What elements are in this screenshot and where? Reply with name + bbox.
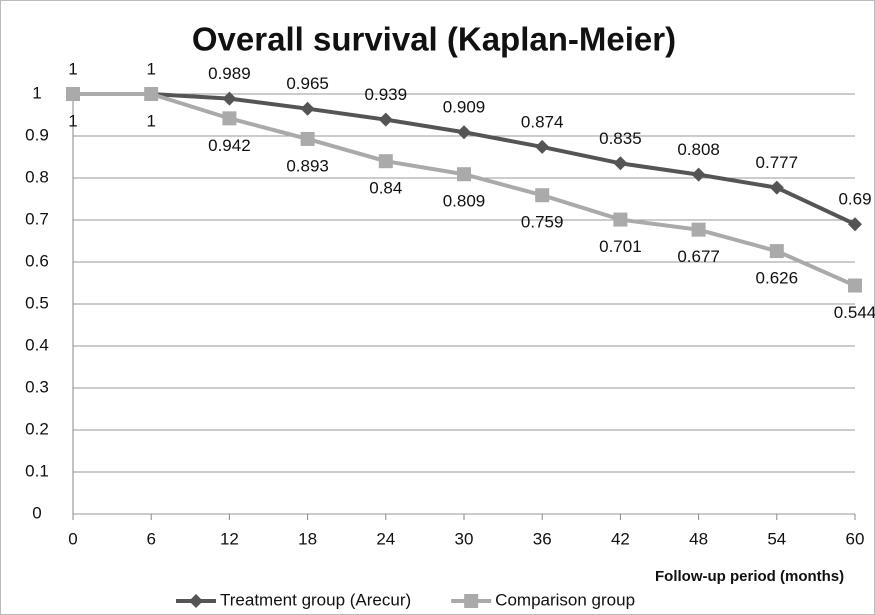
data-point: [222, 111, 237, 126]
data-point: [457, 167, 471, 182]
data-point: [691, 222, 706, 237]
data-point: [769, 244, 784, 259]
data-label: 1: [68, 59, 77, 78]
legend-label: Treatment group (Arecur): [220, 590, 411, 609]
data-label: 0.809: [443, 192, 486, 211]
legend-marker: [464, 594, 479, 608]
x-tick-label: 48: [689, 529, 708, 548]
x-tick-label: 24: [376, 529, 395, 548]
data-label: 0.677: [677, 247, 720, 266]
legend-label: Comparison group: [495, 590, 635, 609]
data-label: 0.69: [838, 190, 871, 209]
data-point: [613, 212, 628, 227]
data-point: [222, 91, 237, 106]
x-tick-label: 6: [146, 529, 155, 548]
data-point: [769, 180, 784, 195]
data-point: [378, 154, 393, 169]
data-label: 0.942: [208, 136, 251, 155]
x-tick-label: 54: [767, 529, 786, 548]
data-point: [66, 87, 80, 101]
data-label: 0.544: [834, 303, 875, 322]
x-tick-label: 12: [220, 529, 239, 548]
data-label: 0.84: [369, 179, 402, 198]
x-tick-label: 0: [68, 529, 77, 548]
legend-marker: [189, 594, 203, 608]
y-tick-label: 0.7: [25, 209, 49, 228]
data-label: 0.989: [208, 64, 251, 83]
data-label: 1: [146, 59, 155, 78]
data-point: [535, 139, 550, 154]
data-label: 1: [146, 111, 155, 130]
data-point: [848, 217, 862, 232]
y-tick-label: 0.5: [25, 293, 49, 312]
y-tick-label: 0.8: [25, 167, 49, 186]
x-tick-label: 60: [846, 529, 865, 548]
data-point: [378, 112, 393, 127]
data-point: [848, 278, 862, 293]
y-tick-label: 0.1: [25, 461, 49, 480]
data-label: 1: [68, 111, 77, 130]
x-tick-label: 42: [611, 529, 630, 548]
x-tick-label: 30: [455, 529, 474, 548]
x-tick-label: 36: [533, 529, 552, 548]
x-axis-label: Follow-up period (months): [655, 568, 844, 585]
data-label: 0.777: [756, 153, 799, 172]
y-tick-label: 0: [32, 503, 41, 522]
data-label: 0.939: [365, 85, 408, 104]
data-point: [613, 156, 628, 171]
data-label: 0.701: [599, 237, 642, 256]
y-tick-label: 0.9: [25, 125, 49, 144]
data-point: [535, 188, 550, 203]
data-label: 0.874: [521, 112, 564, 131]
data-point: [300, 101, 315, 116]
y-tick-label: 0.2: [25, 419, 49, 438]
data-point: [300, 131, 315, 146]
data-label: 0.965: [286, 74, 329, 93]
y-tick-label: 0.3: [25, 377, 49, 396]
chart-title: Overall survival (Kaplan-Meier): [192, 21, 676, 58]
data-label: 0.835: [599, 129, 642, 148]
data-label: 0.759: [521, 213, 564, 232]
data-point: [457, 125, 471, 140]
data-point: [144, 87, 159, 101]
data-label: 0.808: [677, 140, 720, 159]
y-tick-label: 0.4: [25, 335, 49, 354]
data-point: [691, 167, 706, 182]
data-label: 0.893: [286, 156, 329, 175]
data-label: 0.909: [443, 98, 486, 117]
data-label: 0.626: [756, 269, 799, 288]
y-tick-label: 0.6: [25, 251, 49, 270]
y-tick-label: 1: [32, 83, 41, 102]
x-tick-label: 18: [298, 529, 317, 548]
